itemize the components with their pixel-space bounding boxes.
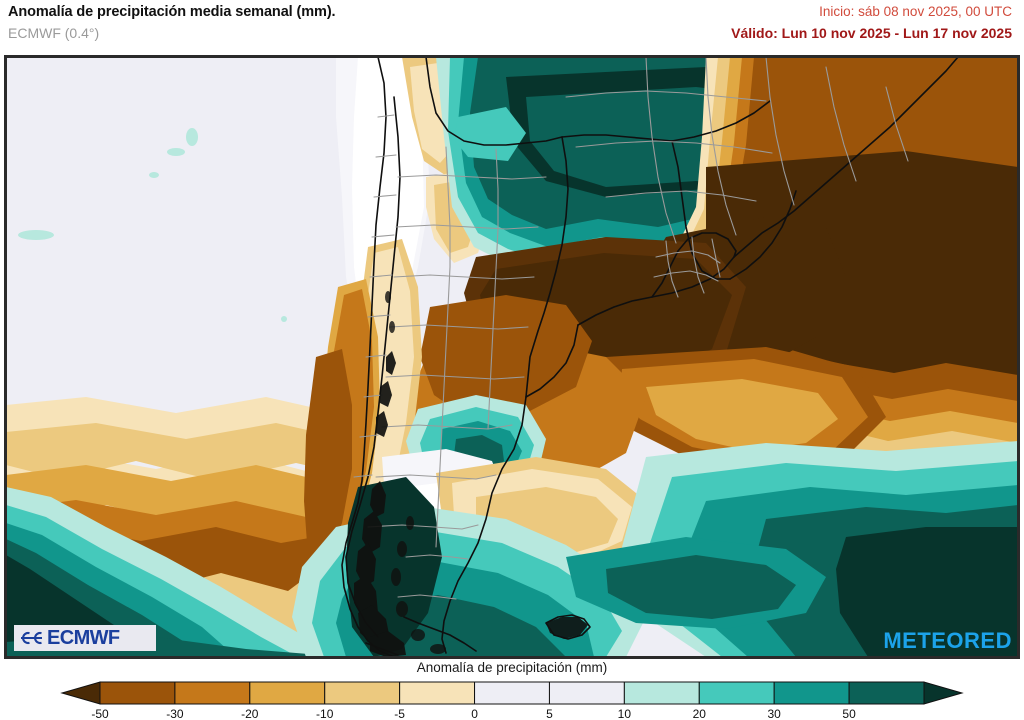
colorbar: Anomalía de precipitación (mm) -50 -30 -20… [0,660,1024,720]
colorbar-tick-label: 5 [546,707,553,720]
page-title: Anomalía de precipitación media semanal … [8,4,336,20]
precipitation-anomaly-contours [6,57,1018,657]
colorbar-swatch [174,681,251,705]
colorbar-swatch [324,681,401,705]
ecmwf-label: ECMWF [47,627,120,649]
colorbar-swatch [99,681,176,705]
colorbar-tick-label: -30 [166,707,184,720]
colorbar-swatch [474,681,550,705]
model-subtitle: ECMWF (0.4°) [8,25,100,41]
colorbar-tick-label: -20 [241,707,259,720]
colorbar-swatches [60,681,964,705]
ecmwf-logo: ECMWF [14,625,156,651]
colorbar-tick-label: 30 [768,707,782,720]
header: Anomalía de precipitación media semanal … [0,0,1024,54]
colorbar-swatch [249,681,326,705]
colorbar-tick-label: 20 [693,707,707,720]
run-init-label: Inicio: sáb 08 nov 2025, 00 UTC [819,4,1012,19]
colorbar-tick-label: 10 [618,707,632,720]
colorbar-swatch [773,681,850,705]
colorbar-swatch [399,681,476,705]
colorbar-tick-label: 50 [842,707,856,720]
colorbar-tick-label: -10 [316,707,334,720]
ecmwf-swirl-icon [21,631,42,645]
colorbar-scale: -50 -30 -20 -10 -5 0 5 10 20 30 50 [60,681,964,720]
colorbar-swatch [548,681,625,705]
colorbar-swatch [848,681,925,705]
map-canvas[interactable]: ECMWF METEORED [4,55,1020,659]
colorbar-swatch [698,681,775,705]
colorbar-title: Anomalía de precipitación (mm) [416,660,608,675]
colorbar-swatch [623,681,700,705]
meteored-logo[interactable]: METEORED [883,629,1012,653]
valid-period-label: Válido: Lun 10 nov 2025 - Lun 17 nov 202… [731,25,1012,41]
meteored-label: METEORED [883,628,1012,653]
colorbar-tick-labels: -50 -30 -20 -10 -5 0 5 10 20 30 50 [91,707,856,720]
colorbar-extend-high [923,681,964,705]
colorbar-extend-low [60,681,101,705]
colorbar-tick-label: 0 [471,707,478,720]
colorbar-tick-label: -5 [394,707,405,720]
colorbar-tick-label: -50 [91,707,109,720]
